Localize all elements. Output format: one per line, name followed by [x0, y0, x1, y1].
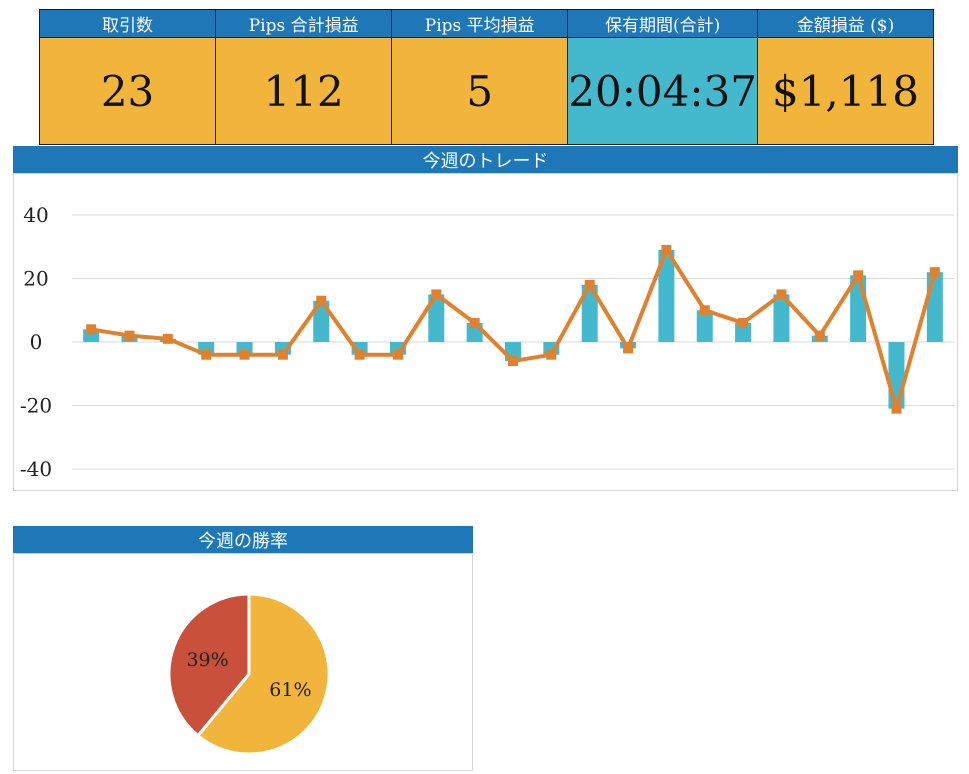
- stat-label: Pips 平均損益: [392, 10, 568, 38]
- stat-holding-time: 保有期間(合計) 20:04:37: [568, 10, 758, 144]
- stat-pips-average: Pips 平均損益 5: [392, 10, 569, 144]
- line-marker: [853, 270, 864, 281]
- line-marker: [584, 279, 595, 290]
- pie-slice: [167, 592, 251, 738]
- line-marker: [508, 356, 518, 367]
- trades-chart-box: 40 20 0 -20 -40: [13, 173, 958, 491]
- line-marker: [354, 349, 365, 360]
- line-marker: [124, 330, 135, 341]
- bar: [888, 342, 905, 409]
- trades-panel-title: 今週のトレード: [422, 150, 549, 172]
- y-tick-label: -20: [20, 394, 52, 418]
- bar: [313, 300, 330, 342]
- winrate-panel-title: 今週の勝率: [198, 530, 288, 552]
- stat-pips-total: Pips 合計損益 112: [216, 10, 393, 144]
- line-marker: [661, 244, 672, 255]
- series-line: [90, 247, 937, 411]
- line-marker: [277, 349, 288, 360]
- trades-chart: 40 20 0 -20 -40: [20, 203, 954, 481]
- line-marker: [239, 349, 250, 360]
- stats-table: 取引数 23 Pips 合計損益 112 Pips 平均損益 5 保有期間(合計…: [39, 9, 934, 145]
- line-marker: [546, 349, 557, 360]
- line-marker: [201, 349, 212, 360]
- line-marker: [891, 403, 902, 414]
- stat-value: 112: [216, 38, 392, 144]
- y-tick-label: 40: [23, 203, 48, 227]
- stat-label: 金額損益 ($): [757, 10, 934, 38]
- line-marker: [738, 317, 749, 328]
- line-marker: [469, 317, 480, 328]
- pie-slice-label: 61%: [269, 679, 311, 701]
- stat-value: 5: [392, 38, 568, 144]
- stat-value: 23: [40, 38, 216, 144]
- y-tick-label: 20: [23, 267, 48, 291]
- stat-value: 20:04:37: [568, 38, 757, 144]
- stat-label: Pips 合計損益: [216, 10, 392, 38]
- y-tick-label: -40: [20, 457, 52, 481]
- line-marker: [623, 343, 634, 354]
- pie-slice: [195, 592, 331, 756]
- trades-panel-header: 今週のトレード: [13, 146, 958, 173]
- line-marker: [929, 267, 940, 278]
- line-marker: [699, 305, 710, 316]
- line-marker: [162, 333, 173, 344]
- stat-value: $1,118: [757, 38, 934, 144]
- stat-label: 取引数: [40, 10, 216, 38]
- y-tick-label: 0: [30, 330, 43, 354]
- line-marker: [86, 324, 97, 335]
- line-marker: [776, 289, 787, 300]
- line-marker: [431, 289, 442, 300]
- line-marker: [392, 349, 403, 360]
- winrate-pie-chart: 61% 39%: [167, 592, 331, 756]
- bar: [658, 249, 675, 342]
- line-marker: [316, 295, 327, 306]
- winrate-panel-header: 今週の勝率: [13, 526, 473, 553]
- bar: [428, 294, 445, 342]
- bar: [696, 310, 713, 342]
- stat-label: 保有期間(合計): [568, 10, 757, 38]
- winrate-chart-box: 61% 39%: [13, 553, 473, 771]
- pie-slice-label: 39%: [186, 649, 228, 671]
- bar: [581, 284, 598, 342]
- stat-amount-pnl: 金額損益 ($) $1,118: [757, 10, 934, 144]
- bar: [926, 272, 943, 342]
- line-marker: [814, 330, 825, 341]
- bar: [773, 294, 790, 342]
- stat-trade-count: 取引数 23: [40, 10, 217, 144]
